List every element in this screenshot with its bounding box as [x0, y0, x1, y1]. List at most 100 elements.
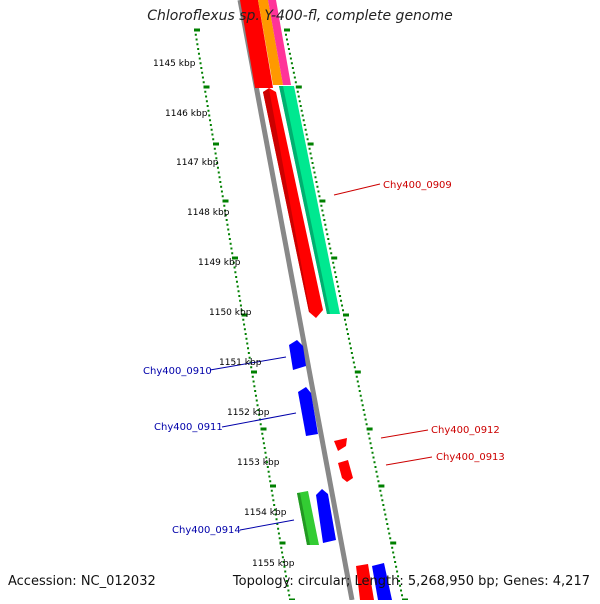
tick-label: 1154 kbp: [244, 508, 287, 518]
left-tick-dot: [213, 142, 219, 146]
feature-orange-top[interactable]: [258, 0, 283, 85]
right-tick-dot: [347, 337, 350, 340]
left-tick-dot: [278, 537, 281, 540]
right-tick-dot: [401, 594, 404, 597]
right-tick-dot: [390, 541, 397, 545]
left-tick-dot: [216, 166, 219, 169]
right-tick-dot: [398, 580, 401, 582]
left-tick-dot: [251, 370, 257, 374]
gene-label-chy400-0914[interactable]: Chy400_0914: [172, 525, 241, 536]
left-tick-dot: [202, 81, 205, 84]
feature-pink-top[interactable]: [268, 0, 291, 85]
right-tick-dot: [354, 370, 361, 374]
right-tick-dot: [385, 518, 388, 521]
right-tick-dot: [372, 456, 375, 459]
right-tick-dot: [287, 48, 290, 50]
right-tick-dot: [367, 432, 370, 435]
gene-chy400-0912[interactable]: [334, 438, 347, 451]
left-tick-dot: [205, 95, 208, 98]
left-tick-dot: [251, 375, 254, 378]
left-tick-dot: [265, 456, 268, 459]
left-tick-dot: [264, 451, 267, 454]
left-tick-dot: [201, 76, 204, 79]
gene-chy400-0914-green[interactable]: [297, 491, 319, 545]
right-tick-dot: [359, 394, 362, 397]
right-tick-dot: [331, 256, 338, 260]
left-tick-dot: [201, 71, 204, 74]
left-tick-dot: [195, 38, 198, 41]
right-tick-dot: [325, 228, 328, 231]
right-tick-dot: [363, 413, 366, 416]
gene-label-chy400-0911[interactable]: Chy400_0911: [154, 422, 223, 433]
left-tick-dot: [266, 466, 269, 468]
gene-chy400-0913[interactable]: [338, 460, 353, 482]
left-tick-dot: [215, 157, 218, 160]
tick-label: 1151 kbp: [219, 358, 262, 368]
left-tick-dot: [197, 52, 200, 55]
left-tick-dot: [240, 309, 243, 312]
right-tick-dot: [378, 484, 385, 488]
left-tick-dot: [284, 570, 287, 573]
gene-label-chy400-0909[interactable]: Chy400_0909: [383, 180, 452, 191]
right-tick-dot: [303, 124, 306, 126]
left-tick-dot: [275, 518, 278, 521]
right-tick-dot: [380, 494, 383, 497]
right-tick-dot: [366, 427, 373, 431]
right-tick-dot: [291, 67, 294, 69]
right-tick-dot: [286, 43, 289, 46]
right-tick-dot: [375, 470, 378, 473]
right-tick-dot: [362, 409, 365, 411]
gene-label-chy400-0910[interactable]: Chy400_0910: [143, 366, 212, 377]
feature-blue-bottom[interactable]: [372, 563, 392, 600]
left-tick-dot: [276, 523, 279, 525]
right-tick-dot: [321, 209, 324, 212]
right-tick-dot: [284, 28, 290, 32]
right-tick-dot: [361, 404, 364, 407]
gene-blue-pair[interactable]: [316, 489, 336, 543]
right-tick-dot: [351, 356, 354, 359]
gene-label-chy400-0912[interactable]: Chy400_0912: [431, 425, 500, 436]
left-tick-dot: [243, 323, 246, 326]
right-tick-dot: [350, 352, 353, 354]
right-tick-dot: [306, 138, 309, 141]
left-tick-dot: [205, 100, 208, 103]
right-tick-dot: [307, 142, 314, 146]
right-tick-dot: [383, 508, 386, 511]
left-tick-dot: [227, 228, 230, 231]
right-tick-dot: [302, 119, 305, 122]
left-tick-dot: [263, 447, 266, 449]
right-tick-dot: [364, 418, 367, 421]
leader-0909: [333, 183, 381, 196]
left-tick-dot: [228, 233, 231, 236]
right-tick-dot: [288, 52, 291, 55]
right-tick-dot: [337, 285, 340, 288]
gene-chy400-0914-green-shade: [297, 493, 310, 545]
gene-label-chy400-0913[interactable]: Chy400_0913: [436, 452, 505, 463]
left-tick-dot: [194, 33, 197, 36]
right-tick-dot: [338, 290, 341, 293]
gene-chy400-0911[interactable]: [298, 387, 318, 436]
right-tick-dot: [343, 318, 346, 321]
feature-red-bottom[interactable]: [356, 564, 374, 600]
left-tick-dot: [222, 199, 229, 203]
left-tick-dot: [231, 252, 234, 255]
left-tick-dot: [199, 62, 202, 65]
right-tick-dot: [334, 271, 337, 274]
accession-text: Accession: NC_012032: [8, 574, 156, 589]
right-tick-dot: [381, 499, 384, 502]
left-tick-dot: [209, 119, 212, 122]
left-tick-dot: [228, 238, 231, 240]
gene-chy400-0910[interactable]: [289, 340, 306, 370]
right-tick-dot: [388, 532, 391, 535]
leader-0914: [239, 519, 295, 531]
tick-label: 1155 kbp: [252, 559, 295, 569]
feature-red-top-a[interactable]: [240, 0, 273, 88]
right-tick-dot: [299, 105, 302, 107]
right-tick-dot: [296, 90, 299, 93]
left-tick-dot: [229, 242, 232, 245]
left-tick-dot: [197, 48, 200, 50]
right-tick-dot: [358, 390, 361, 392]
tick-label: 1147 kbp: [176, 158, 219, 168]
